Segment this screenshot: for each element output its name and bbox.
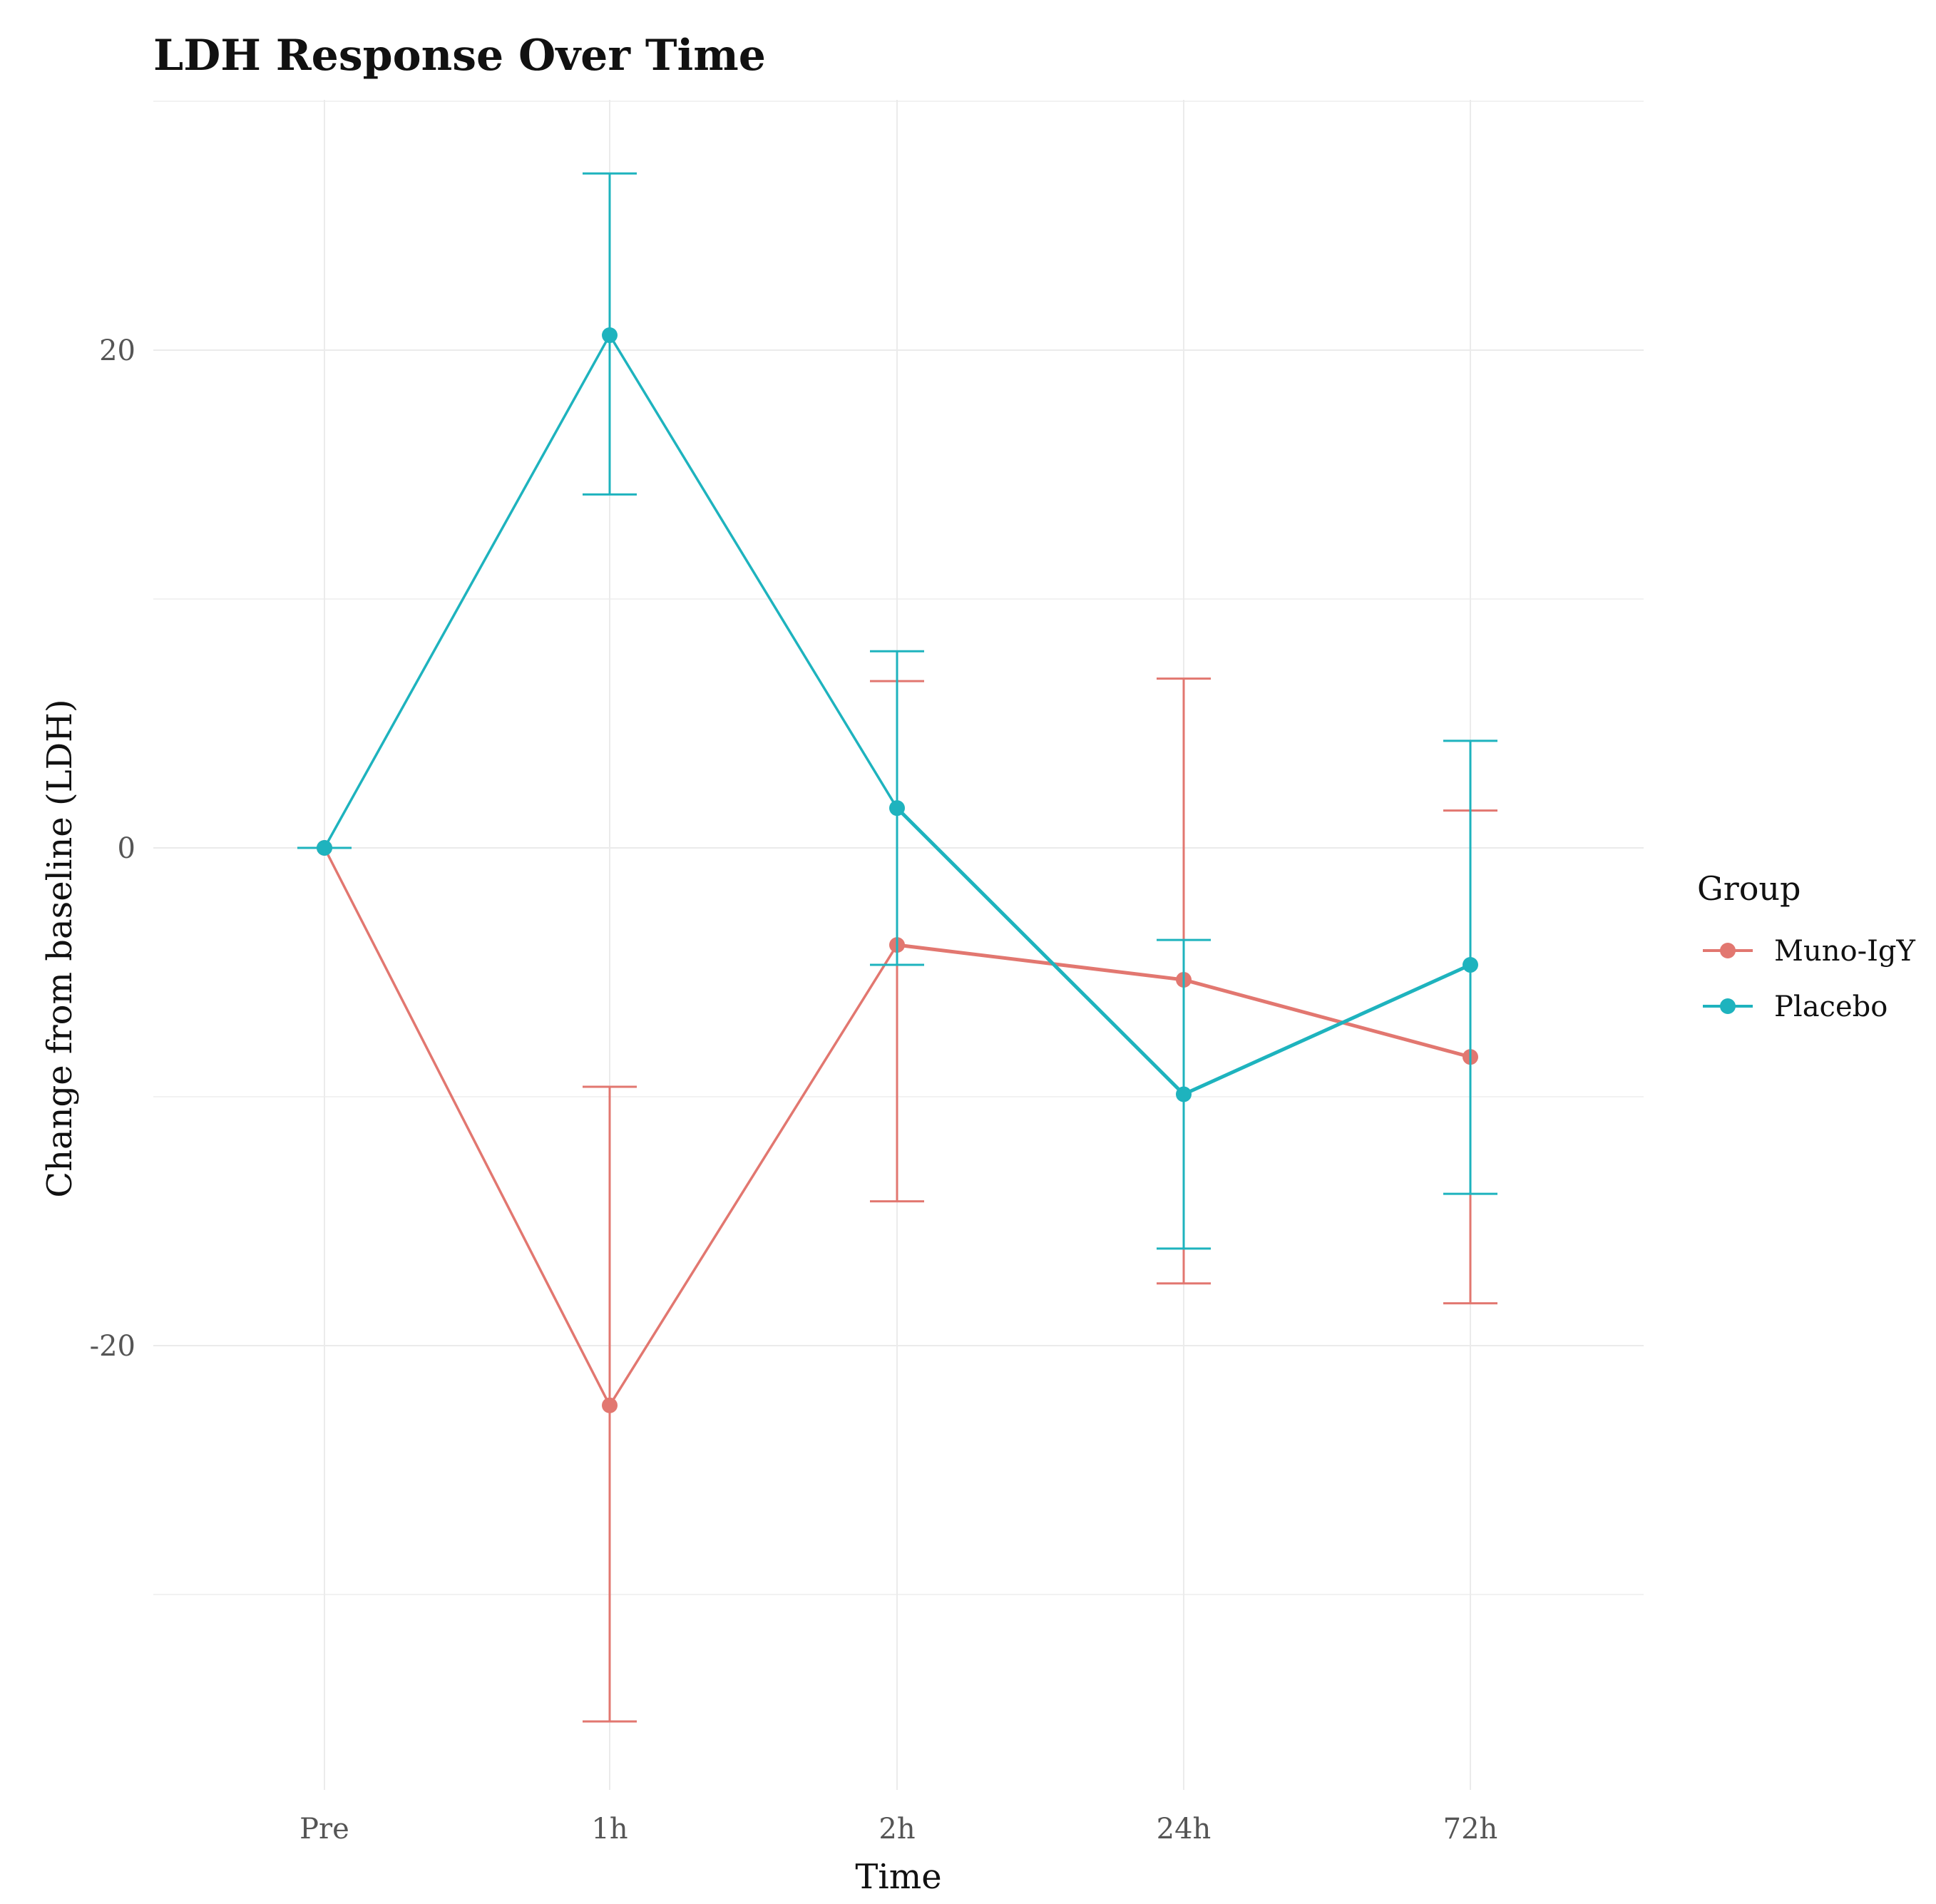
legend-key-point [1720,998,1736,1014]
data-point [317,840,332,856]
x-tick-label: 24h [1157,1813,1212,1846]
legend-label: Muno-IgY [1774,935,1915,968]
series-line-segment [323,334,611,849]
legend: Group Muno-IgY Placebo [1697,869,1915,1023]
y-tick-label: 20 [99,334,135,367]
x-axis-title: Time [855,1857,941,1897]
legend-key-point [1720,943,1736,958]
series-layer [297,172,1497,1723]
data-point [1176,1086,1192,1102]
series-line-segment [608,943,898,1407]
x-tick-label: Pre [299,1813,349,1846]
series-line-segment [895,806,1186,1097]
grid [153,100,1644,1790]
chart-title: LDH Response Over Time [153,31,766,81]
x-tick-labels: Pre 1h 2h 24h 72h [299,1813,1497,1846]
series-line-segment [1182,963,1473,1097]
x-tick-label: 2h [879,1813,915,1846]
data-point [602,327,618,344]
series-line-segment [323,846,611,1407]
legend-label: Placebo [1774,991,1888,1023]
x-tick-label: 72h [1443,1813,1498,1846]
y-tick-labels: 20 0 -20 [90,334,135,1363]
y-axis-title: Change from baseline (LDH) [40,699,80,1197]
series-line-segment [895,943,1186,982]
y-tick-label: -20 [90,1330,135,1363]
series-placebo [297,172,1497,1250]
data-point [1463,957,1478,973]
x-tick-label: 1h [591,1813,628,1846]
data-point [602,1397,618,1413]
series-line-segment [1182,978,1473,1059]
series-line-segment [608,334,898,809]
data-point [889,800,905,817]
legend-title: Group [1697,869,1801,908]
y-tick-label: 0 [118,832,135,865]
